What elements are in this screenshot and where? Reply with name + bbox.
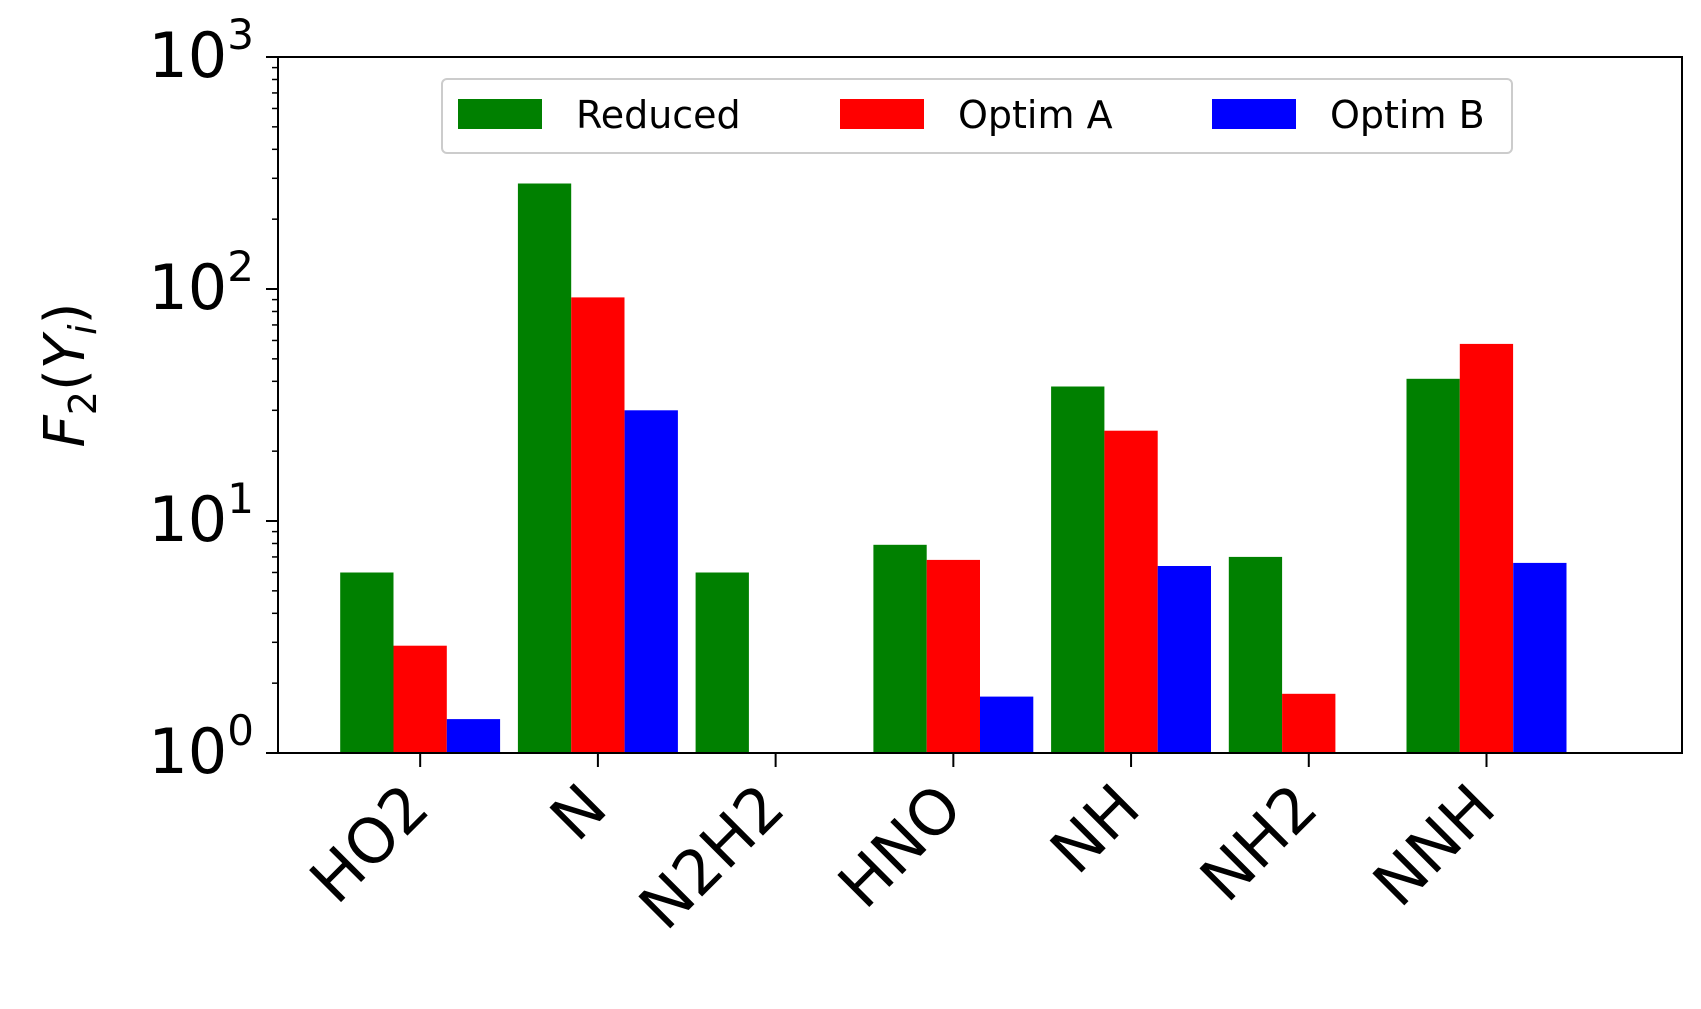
bar-nh-optim-b <box>1157 566 1211 753</box>
legend-swatch-optim-a <box>840 99 924 129</box>
legend-swatch-reduced <box>458 99 542 129</box>
legend: Reduced Optim A Optim B <box>441 78 1513 154</box>
legend-label-reduced: Reduced <box>576 93 741 137</box>
y-major-ticks: 100 101 102 103 <box>148 10 278 788</box>
bar-nh-reduced <box>1051 386 1105 753</box>
y-axis-label: F2(Yi) <box>33 303 105 448</box>
bar-nh2-reduced <box>1228 556 1283 753</box>
legend-label-optim-a: Optim A <box>958 93 1113 137</box>
bar-nnh-optim-b <box>1513 562 1567 753</box>
bar-nh-optim-a <box>1104 430 1158 753</box>
bar-ho2-reduced <box>340 572 394 753</box>
bar-nh2-optim-a <box>1282 693 1336 753</box>
plot-frame <box>277 56 1683 754</box>
legend-label-optim-b: Optim B <box>1330 93 1485 137</box>
bar-ho2-optim-b <box>446 719 501 753</box>
bar-hno-optim-b <box>980 696 1034 753</box>
bar-n-optim-a <box>571 297 625 753</box>
bar-nnh-optim-a <box>1459 343 1514 753</box>
y-tick-label: 102 <box>148 242 254 324</box>
bar-n-reduced <box>517 183 572 753</box>
bars-group <box>340 183 1567 753</box>
bar-hno-reduced <box>873 544 927 753</box>
bar-n-optim-b <box>624 410 678 753</box>
bar-nnh-reduced <box>1406 378 1460 753</box>
y-tick-label: 100 <box>148 706 254 788</box>
y-tick-label: 103 <box>148 10 254 92</box>
bar-n2h2-reduced <box>695 572 749 753</box>
bar-ho2-optim-a <box>393 645 447 753</box>
y-tick-label: 101 <box>148 474 254 556</box>
legend-swatch-optim-b <box>1212 99 1296 129</box>
bar-hno-optim-a <box>926 559 980 753</box>
legend-box <box>441 78 1513 154</box>
